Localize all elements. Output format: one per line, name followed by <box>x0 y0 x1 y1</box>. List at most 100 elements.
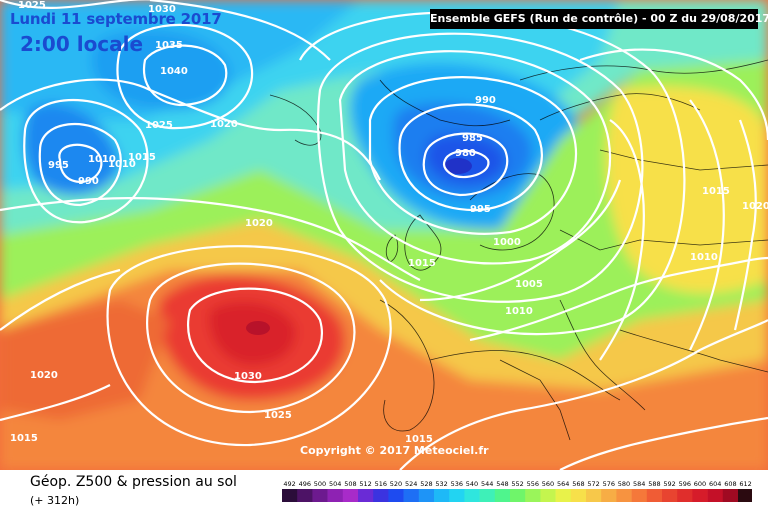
scale-swatch <box>540 489 556 502</box>
scale-tick-label: 596 <box>679 480 691 488</box>
scale-tick-label: 544 <box>481 480 493 488</box>
scale-swatch <box>494 489 511 502</box>
isobar-label: 1015 <box>405 434 433 445</box>
isobar-label: 1010 <box>108 159 136 170</box>
forecast-local-time: 2:00 locale <box>20 32 144 56</box>
isobar-label: 1020 <box>210 119 238 130</box>
isobar-label: 1015 <box>128 152 156 163</box>
map-area: 1025 1030 1035 1040 1025 1020 995 990 10… <box>0 0 768 470</box>
scale-tick-label: 572 <box>587 480 599 488</box>
isobar-label: 1040 <box>160 66 188 77</box>
isobar-label: 1030 <box>234 371 262 382</box>
isobar-label: 1010 <box>88 154 116 165</box>
scale-tick-label: 496 <box>299 480 311 488</box>
high-pressure-core <box>246 321 270 335</box>
scale-tick-label: 556 <box>527 480 539 488</box>
isobar-label: 1000 <box>493 237 521 248</box>
isobar-label: 1020 <box>30 370 58 381</box>
scale-tick-label: 604 <box>709 480 721 488</box>
scale-tick-label: 564 <box>557 480 569 488</box>
scale-tick-label: 504 <box>329 480 341 488</box>
color-scale: 492 496 500 504 508 512 516 520 524 528 532 536 540 5… <box>282 480 752 502</box>
scale-tick-label: 552 <box>511 480 523 488</box>
scale-tick-label: 584 <box>633 480 645 488</box>
scale-swatch <box>586 489 602 502</box>
isobar-label: 1030 <box>148 4 176 15</box>
scale-swatch <box>373 489 389 502</box>
copyright-notice: Copyright © 2017 Meteociel.fr <box>300 444 489 457</box>
scale-tick-label: 512 <box>359 480 371 488</box>
isobar-label: 990 <box>475 95 496 106</box>
scale-swatch <box>479 489 496 502</box>
isobar-label: 1005 <box>515 279 543 290</box>
scale-tick-label: 528 <box>420 480 432 488</box>
forecast-date: Lundi 11 septembre 2017 <box>10 10 222 28</box>
scale-swatch <box>282 489 298 502</box>
scale-swatch <box>418 489 435 502</box>
legend-lead-time: (+ 312h) <box>30 494 80 507</box>
isobar-label: 985 <box>462 133 483 144</box>
isobar-label: 1025 <box>264 410 292 421</box>
isobar-label: 1025 <box>18 0 46 11</box>
legend-title: Géop. Z500 & pression au sol <box>30 474 237 490</box>
scale-swatch <box>738 489 752 502</box>
scale-swatch <box>464 489 480 502</box>
scale-swatch <box>388 489 404 502</box>
scale-tick-label: 520 <box>390 480 402 488</box>
scale-tick-label: 524 <box>405 480 417 488</box>
scale-swatch <box>722 489 739 502</box>
scale-swatch <box>631 489 648 502</box>
isobar-label: 990 <box>78 176 99 187</box>
scale-swatch <box>525 489 541 502</box>
isobar-label: 1020 <box>742 201 768 212</box>
scale-tick-label: 588 <box>648 480 660 488</box>
scale-tick-label: 548 <box>496 480 508 488</box>
isobar-label: 1015 <box>10 433 38 444</box>
scale-tick-label: 516 <box>375 480 387 488</box>
scale-swatch <box>555 489 572 502</box>
scale-swatch <box>434 489 450 502</box>
scale-swatch <box>692 489 708 502</box>
scale-swatch <box>646 489 663 502</box>
scale-swatch <box>707 489 724 502</box>
isobar-label: 1020 <box>245 218 273 229</box>
scale-swatch <box>677 489 693 502</box>
isobar-label: 1025 <box>145 120 173 131</box>
isobar-label: 995 <box>470 204 491 215</box>
scale-tick-label: 500 <box>314 480 326 488</box>
scale-tick-label: 576 <box>603 480 615 488</box>
isobar-labels: 1025 1030 1035 1040 1025 1020 995 990 10… <box>10 0 768 445</box>
isobar-label: 980 <box>455 148 476 159</box>
isobars <box>0 0 768 470</box>
run-info-banner: Ensemble GEFS (Run de contrôle) - 00 Z d… <box>430 9 768 29</box>
scale-swatch <box>358 489 374 502</box>
scale-swatch <box>601 489 617 502</box>
scale-tick-label: 608 <box>724 480 736 488</box>
scale-swatch <box>570 489 587 502</box>
isobar-label: 1010 <box>505 306 533 317</box>
scale-swatch <box>616 489 632 502</box>
scale-tick-label: 592 <box>663 480 675 488</box>
isobar-label: 995 <box>48 160 69 171</box>
scale-tick-label: 560 <box>542 480 554 488</box>
scale-tick-label: 532 <box>435 480 447 488</box>
scale-swatch <box>342 489 359 502</box>
scale-tick-label: 536 <box>451 480 463 488</box>
legend-bar: Géop. Z500 & pression au sol (+ 312h) 49… <box>0 470 768 512</box>
scale-swatch <box>662 489 678 502</box>
isobar-label: 1010 <box>690 252 718 263</box>
scale-swatch <box>403 489 420 502</box>
scale-swatch <box>297 489 313 502</box>
isobar-label: 1015 <box>702 186 730 197</box>
scale-swatch <box>327 489 344 502</box>
scale-tick-label: 612 <box>739 480 751 488</box>
low-pressure-core <box>444 158 472 174</box>
scale-swatch <box>312 489 328 502</box>
geopotential-field: 1025 1030 1035 1040 1025 1020 995 990 10… <box>0 0 768 470</box>
scale-tick-label: 580 <box>618 480 630 488</box>
scale-swatch <box>449 489 465 502</box>
scale-tick-label: 540 <box>466 480 478 488</box>
scale-tick-label: 492 <box>283 480 295 488</box>
isobar-label: 1035 <box>155 40 183 51</box>
